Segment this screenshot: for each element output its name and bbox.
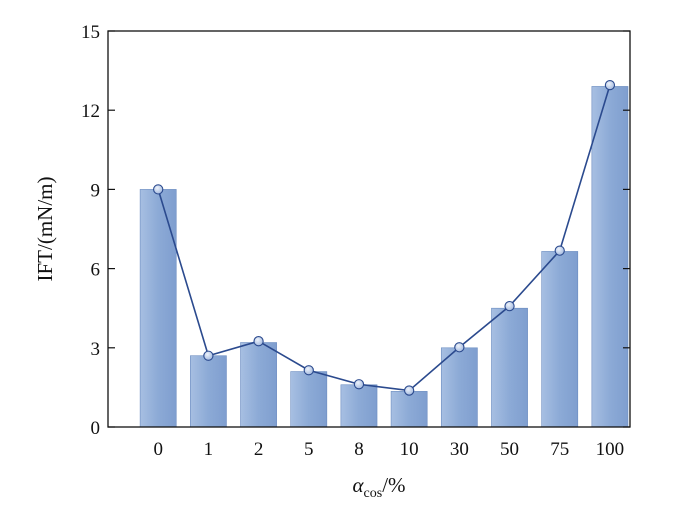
point-1 bbox=[203, 350, 214, 361]
bar-1 bbox=[190, 355, 227, 428]
x-axis-label-suffix: /% bbox=[382, 473, 405, 497]
x-tick-label-0: 0 bbox=[153, 439, 163, 460]
y-tick-label-12: 12 bbox=[81, 101, 100, 122]
plot-frame bbox=[107, 30, 631, 428]
point-50 bbox=[504, 300, 515, 312]
x-tick-label-1: 1 bbox=[204, 439, 214, 460]
point-0 bbox=[153, 184, 164, 195]
y-tick-label-9: 9 bbox=[91, 180, 101, 201]
y-tick-label-6: 6 bbox=[91, 260, 101, 281]
point-10 bbox=[404, 385, 415, 396]
point-2 bbox=[253, 336, 264, 347]
x-axis: 0 1 2 5 8 10 30 50 75 100 bbox=[153, 439, 624, 460]
point-100 bbox=[604, 79, 616, 91]
x-tick-label-2: 2 bbox=[254, 439, 264, 460]
x-tick-label-30: 30 bbox=[450, 439, 469, 460]
x-tick-label-5: 5 bbox=[304, 439, 314, 460]
bars bbox=[139, 86, 629, 428]
y-axis-label: IFT/(mN/m) bbox=[33, 177, 57, 282]
x-tick-label-75: 75 bbox=[550, 439, 569, 460]
x-axis-label-main: α bbox=[352, 473, 364, 497]
x-tick-label-10: 10 bbox=[400, 439, 419, 460]
series-line bbox=[157, 84, 611, 392]
line-series bbox=[153, 79, 616, 396]
bar-5 bbox=[290, 371, 328, 428]
point-5 bbox=[303, 365, 314, 376]
bar-50 bbox=[491, 307, 528, 428]
x-axis-label-sub: cos bbox=[364, 486, 383, 501]
bar-30 bbox=[440, 347, 478, 428]
bar-10 bbox=[390, 391, 428, 428]
x-tick-label-50: 50 bbox=[500, 439, 519, 460]
bar-75 bbox=[541, 251, 579, 428]
bar-2 bbox=[240, 342, 277, 428]
point-30 bbox=[454, 342, 465, 353]
y-axis: 0 3 6 9 12 15 bbox=[81, 22, 630, 439]
x-axis-label: αcos/% bbox=[352, 473, 405, 501]
bar-100 bbox=[591, 86, 629, 428]
bar-0 bbox=[139, 189, 177, 428]
y-tick-label-15: 15 bbox=[81, 22, 100, 43]
x-tick-label-100: 100 bbox=[596, 439, 625, 460]
y-tick-label-0: 0 bbox=[91, 418, 101, 439]
y-tick-label-3: 3 bbox=[91, 339, 101, 360]
point-75 bbox=[554, 245, 565, 256]
point-8 bbox=[353, 379, 365, 390]
bar-8 bbox=[340, 384, 378, 428]
x-tick-label-8: 8 bbox=[354, 439, 364, 460]
